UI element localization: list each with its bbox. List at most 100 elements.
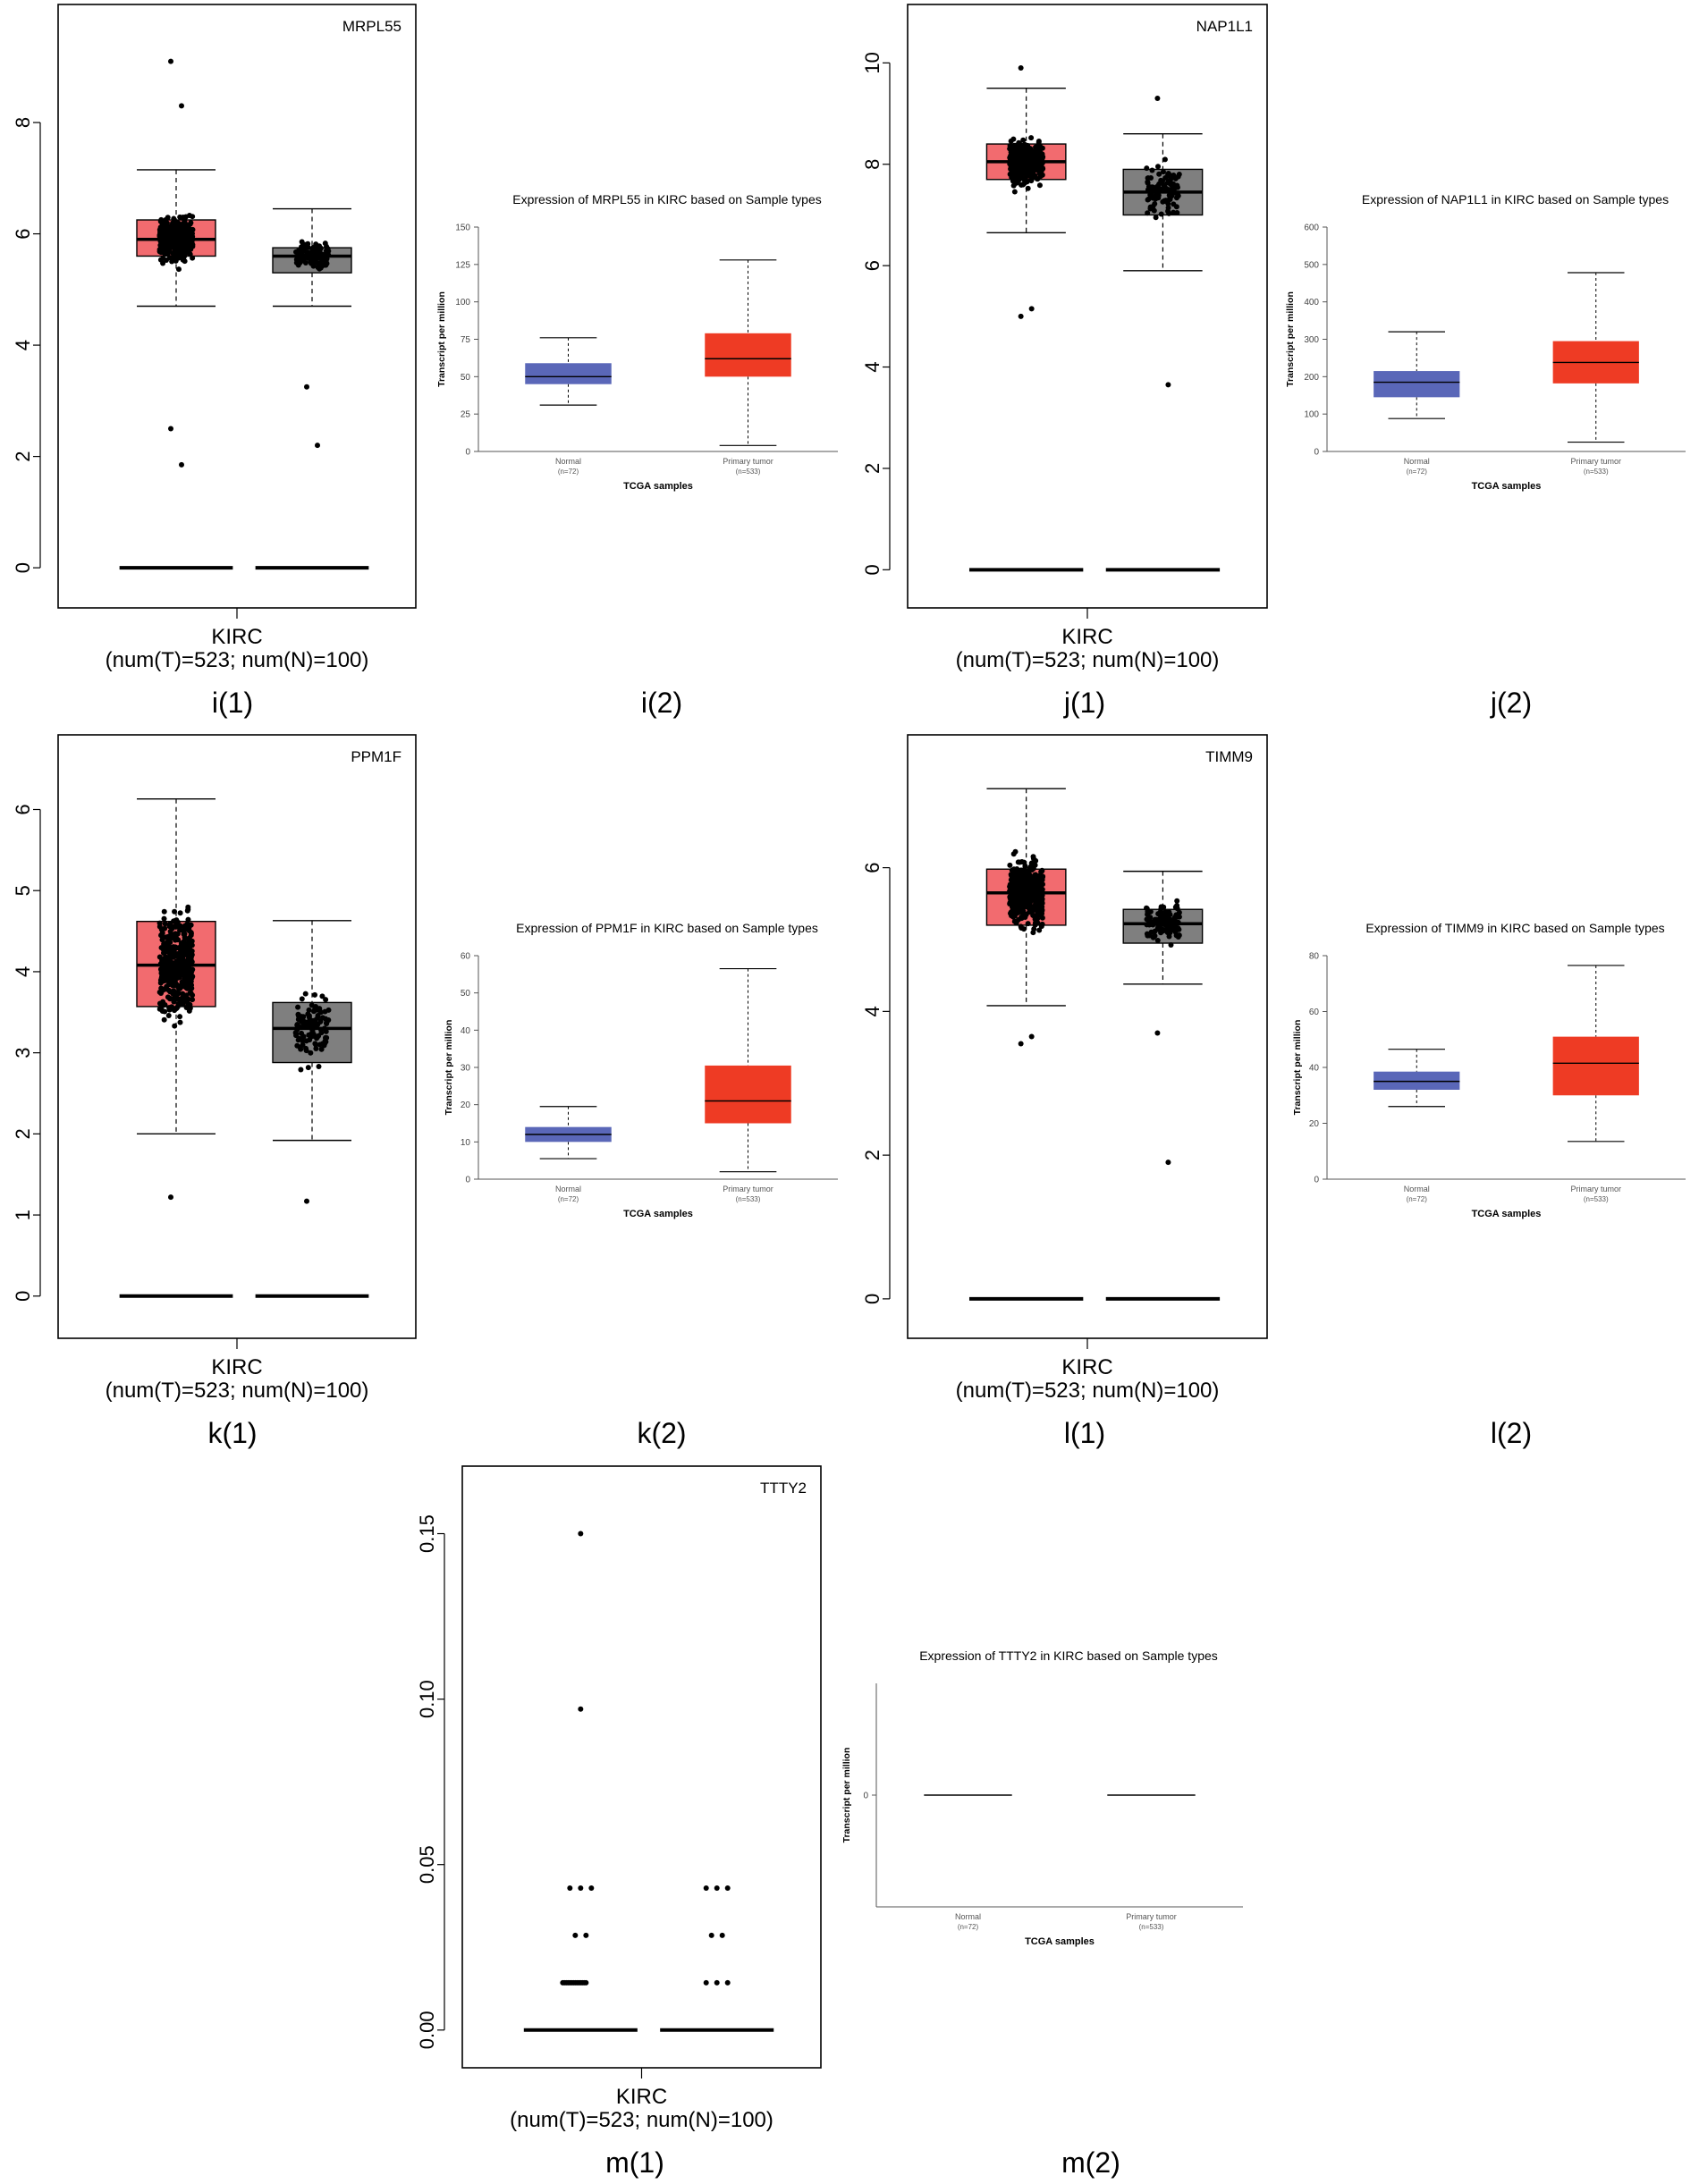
data-point (165, 987, 172, 993)
data-point (567, 1885, 573, 1891)
y-tick-label: 4 (12, 966, 34, 977)
data-point (317, 1041, 323, 1048)
data-point (1007, 899, 1013, 906)
outlier-point (168, 58, 173, 64)
data-point (180, 991, 186, 997)
data-point (1021, 926, 1027, 932)
y-tick-label: 6 (861, 862, 883, 873)
series-normal (1105, 870, 1221, 1301)
data-point (1031, 167, 1037, 173)
data-point (1149, 167, 1155, 173)
box (525, 363, 612, 384)
y-tick-label: 0 (1314, 1176, 1319, 1185)
ualcan-chart-k(2): Expression of PPM1F in KIRC based on Sam… (444, 921, 838, 1219)
data-point (187, 966, 193, 972)
data-point (1023, 156, 1029, 162)
series-normal (255, 207, 369, 570)
data-point (1017, 884, 1023, 890)
data-point (160, 958, 166, 965)
category-n-label: (n=533) (1139, 1923, 1164, 1931)
data-point (1027, 872, 1033, 878)
category-label: Normal (955, 1912, 981, 1921)
y-tick-label: 10 (461, 1138, 471, 1148)
data-point (1017, 877, 1023, 883)
data-point (1027, 886, 1033, 892)
data-point (316, 260, 322, 266)
data-point (1039, 890, 1045, 896)
y-tick-label: 3 (12, 1048, 34, 1058)
category-n-label: (n=533) (736, 1195, 761, 1203)
data-point (1175, 934, 1181, 940)
box (705, 333, 791, 377)
data-point (1009, 165, 1015, 172)
data-point (165, 233, 172, 240)
data-point (1175, 191, 1181, 198)
data-point (164, 940, 170, 946)
data-point (1035, 176, 1041, 182)
category-label: Normal (555, 457, 581, 466)
data-point (322, 240, 328, 247)
category-n-label: (n=533) (736, 468, 761, 476)
ualcan-chart-l(2): Expression of TIMM9 in KIRC based on Sam… (1292, 921, 1686, 1219)
data-point (295, 1013, 301, 1019)
ualcan-title: Expression of MRPL55 in KIRC based on Sa… (512, 192, 822, 207)
data-point (1165, 171, 1171, 177)
data-point (190, 997, 196, 1003)
data-point (168, 1004, 174, 1010)
data-point (578, 1530, 584, 1537)
x-axis-sublabel: (num(T)=523; num(N)=100) (106, 648, 369, 672)
data-point (300, 1033, 307, 1040)
x-axis-sublabel: (num(T)=523; num(N)=100) (106, 1379, 369, 1403)
y-tick-label: 40 (1309, 1064, 1320, 1074)
data-point (187, 978, 193, 984)
data-point (162, 921, 168, 927)
data-point (299, 1019, 305, 1025)
data-point (1162, 198, 1168, 204)
data-point (318, 1046, 325, 1052)
data-point (1019, 172, 1025, 178)
data-point (1022, 863, 1028, 869)
data-point (1152, 201, 1158, 207)
data-point (1025, 921, 1031, 927)
data-point (1144, 165, 1150, 172)
data-point (177, 1019, 183, 1025)
data-point (703, 1979, 709, 1986)
data-point (1033, 156, 1039, 162)
data-point (300, 246, 306, 252)
y-tick-label: 60 (461, 952, 471, 962)
data-point (1012, 150, 1019, 156)
y-tick-label: 4 (12, 340, 34, 350)
y-tick-label: 0 (465, 1176, 470, 1185)
data-point (325, 1007, 332, 1013)
data-point (1011, 882, 1018, 889)
data-point (321, 1042, 327, 1049)
series-normal (525, 337, 612, 406)
y-tick-label: 1 (12, 1210, 34, 1220)
y-tick-label: 2 (861, 1150, 883, 1160)
ualcan-title: Expression of TTTY2 in KIRC based on Sam… (919, 1649, 1218, 1663)
panel-label: m(2) (1061, 2146, 1120, 2179)
data-point (309, 1026, 316, 1033)
data-point (1020, 137, 1027, 143)
data-point (181, 923, 187, 930)
series-primary-tumor (1552, 272, 1639, 443)
data-point (1146, 932, 1153, 939)
data-point (1036, 182, 1043, 189)
data-point (1145, 175, 1152, 181)
y-tick-label: 100 (1304, 410, 1319, 420)
data-point (309, 1002, 315, 1008)
data-point (179, 232, 185, 239)
data-point (324, 1019, 330, 1025)
data-point (1028, 135, 1035, 141)
y-tick-label: 50 (461, 989, 471, 999)
data-point (294, 260, 300, 266)
data-point (1171, 209, 1177, 215)
data-point (173, 958, 180, 965)
data-point (309, 246, 316, 252)
data-point (169, 925, 175, 932)
data-point (1150, 922, 1156, 928)
data-point (171, 918, 177, 924)
data-point (1171, 201, 1177, 207)
data-point (1174, 898, 1180, 904)
data-point (1031, 903, 1037, 909)
